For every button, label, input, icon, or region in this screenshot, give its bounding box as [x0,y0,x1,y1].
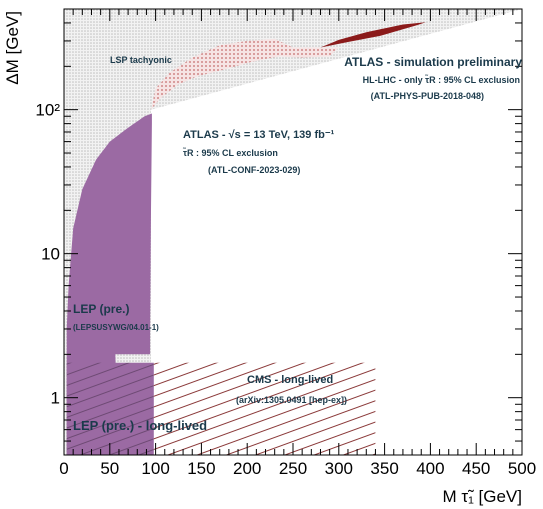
annotation-lep-ref: (LEPSUSYWG/04.01-1) [73,323,159,332]
x-tick-label: 50 [100,459,119,478]
region-cms-long-lived [153,362,376,455]
annotation-cms-title: CMS - long-lived [247,374,333,386]
annotation-lsp-tachyonic: LSP tachyonic [110,55,172,65]
x-axis-title: M τ̃₁ [GeV] [442,487,522,506]
annotation-lep-long-lived: LEP (pre.) - long-lived [73,418,207,433]
y-tick-label: 1 [51,389,60,408]
annotation-atlas-title: ATLAS - √s = 13 TeV, 139 fb⁻¹ [183,129,335,141]
x-tick-label: 200 [233,459,261,478]
y-axis-title: ΔM [GeV] [3,11,22,85]
region-atlas-run2 [151,38,339,110]
annotation-atlas-line2: τ̃R : 95% CL exclusion [182,147,278,158]
x-tick-label: 500 [508,459,536,478]
x-tick-label: 100 [141,459,169,478]
x-tick-label: 450 [462,459,490,478]
x-tick-label: 250 [279,459,307,478]
region-hl-lhc [320,22,426,48]
x-tick-label: 300 [325,459,353,478]
x-tick-label: 350 [370,459,398,478]
x-tick-label: 150 [187,459,215,478]
y-tick-label: 10 [41,245,60,264]
x-tick-label: 400 [416,459,444,478]
y-tick-label: 10² [35,101,60,120]
annotation-atlas-sim-line3: (ATL-PHYS-PUB-2018-048) [371,91,484,101]
x-tick-label: 0 [59,459,68,478]
region-lep-pre-long-lived [66,362,154,455]
annotation-atlas-sim-line2: HL-LHC - only τ̃R : 95% CL exclusion [363,74,520,85]
annotation-atlas-sim-title: ATLAS - simulation preliminary [344,55,522,69]
annotation-atlas-line3: (ATL-CONF-2023-029) [208,165,300,175]
annotation-cms-ref: (arXiv:1305.0491 [hep-ex]) [236,395,347,405]
annotation-lep-title: LEP (pre.) [73,302,129,316]
